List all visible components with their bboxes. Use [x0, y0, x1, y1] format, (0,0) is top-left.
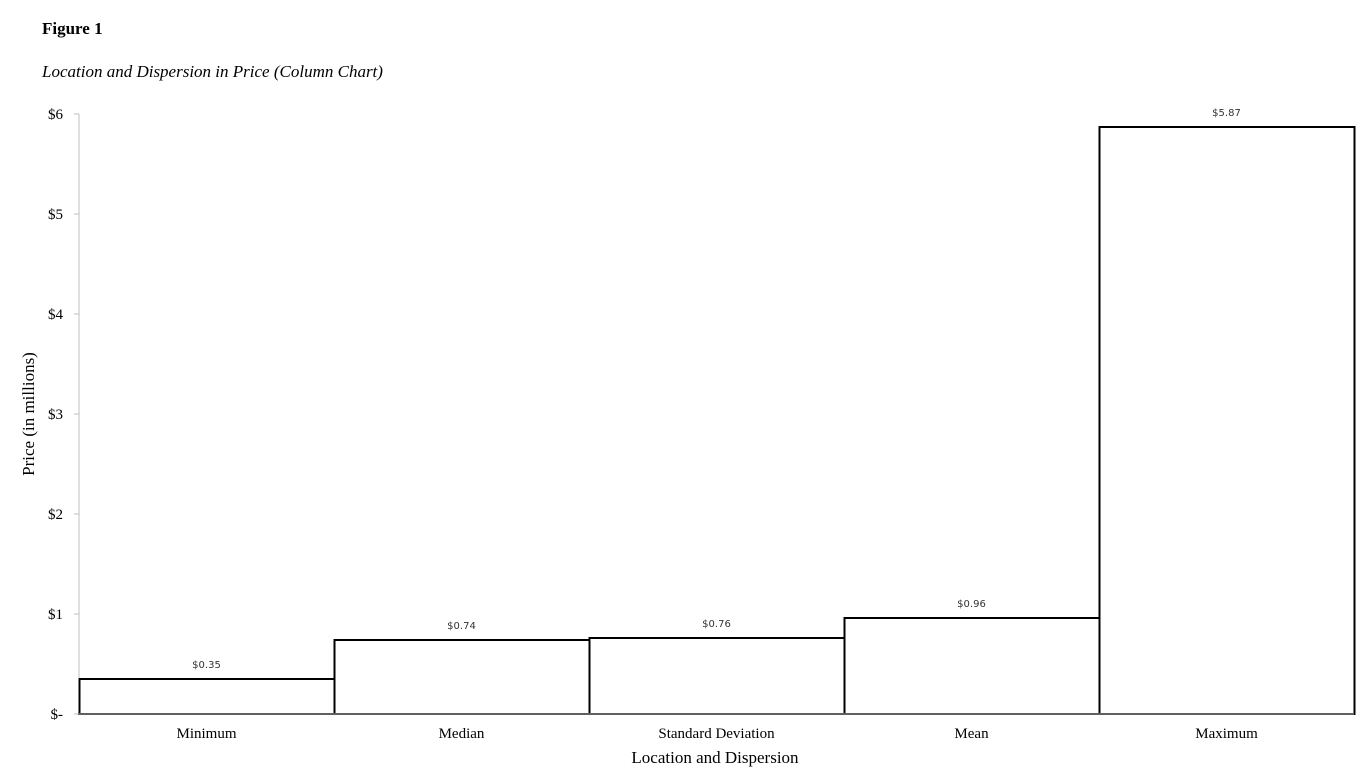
figure-label: Figure 1 — [42, 19, 103, 38]
x-axis-title: Location and Dispersion — [631, 748, 799, 767]
y-tick-label: $6 — [48, 107, 64, 123]
y-tick-label: $4 — [48, 307, 64, 323]
bar — [843, 617, 1101, 715]
bar — [588, 637, 846, 715]
data-label: $0.96 — [957, 599, 986, 610]
data-label: $5.87 — [1212, 108, 1241, 119]
y-tick-label: $2 — [48, 507, 63, 523]
x-tick-label: Minimum — [176, 726, 236, 742]
x-tick-label: Maximum — [1195, 726, 1258, 742]
data-label: $0.74 — [447, 621, 476, 632]
chart-title: Location and Dispersion in Price (Column… — [42, 62, 383, 81]
data-label: $0.35 — [192, 660, 221, 671]
y-tick-label: $5 — [48, 207, 63, 223]
bar — [333, 639, 591, 715]
bar — [78, 678, 336, 715]
x-axis: Minimum Median Standard Deviation Mean Maxim… — [79, 713, 1354, 742]
y-tick-label: $- — [51, 707, 64, 723]
y-tick-label: $3 — [48, 407, 63, 423]
x-tick-label: Mean — [954, 726, 989, 742]
data-labels: $0.35 $0.74 $0.76 $0.96 $5.87 — [192, 108, 1241, 671]
y-axis-title: Price (in millions) — [19, 352, 38, 476]
bars — [78, 126, 1356, 715]
x-tick-label: Median — [439, 726, 485, 742]
y-tick-label: $1 — [48, 607, 63, 623]
y-axis: $- $1 $2 $3 $4 $5 $6 — [48, 107, 80, 723]
x-tick-label: Standard Deviation — [658, 726, 775, 742]
data-label: $0.76 — [702, 619, 731, 630]
bar — [1098, 126, 1356, 715]
